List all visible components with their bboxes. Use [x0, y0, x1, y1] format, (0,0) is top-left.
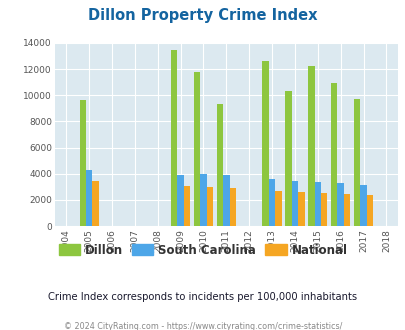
Bar — [360, 185, 366, 226]
Bar — [366, 195, 372, 226]
Bar — [343, 194, 350, 226]
Bar — [337, 183, 343, 226]
Bar — [216, 104, 223, 226]
Bar — [86, 171, 92, 226]
Bar — [307, 66, 314, 226]
Bar — [200, 174, 206, 226]
Bar — [223, 175, 229, 226]
Bar — [314, 182, 320, 226]
Bar — [297, 192, 304, 226]
Bar — [285, 91, 291, 226]
Bar — [92, 181, 98, 226]
Bar — [177, 175, 183, 226]
Bar — [268, 179, 275, 226]
Bar — [275, 191, 281, 226]
Bar — [353, 99, 360, 226]
Text: Crime Index corresponds to incidents per 100,000 inhabitants: Crime Index corresponds to incidents per… — [48, 292, 357, 302]
Bar — [194, 72, 200, 226]
Text: © 2024 CityRating.com - https://www.cityrating.com/crime-statistics/: © 2024 CityRating.com - https://www.city… — [64, 322, 341, 330]
Legend: Dillon, South Carolina, National: Dillon, South Carolina, National — [54, 239, 351, 261]
Bar — [291, 181, 297, 226]
Bar — [183, 186, 190, 226]
Bar — [229, 188, 235, 226]
Text: Dillon Property Crime Index: Dillon Property Crime Index — [88, 8, 317, 23]
Bar — [171, 50, 177, 226]
Bar — [320, 193, 326, 226]
Bar — [79, 100, 86, 226]
Bar — [206, 187, 213, 226]
Bar — [330, 83, 337, 226]
Bar — [262, 61, 268, 226]
